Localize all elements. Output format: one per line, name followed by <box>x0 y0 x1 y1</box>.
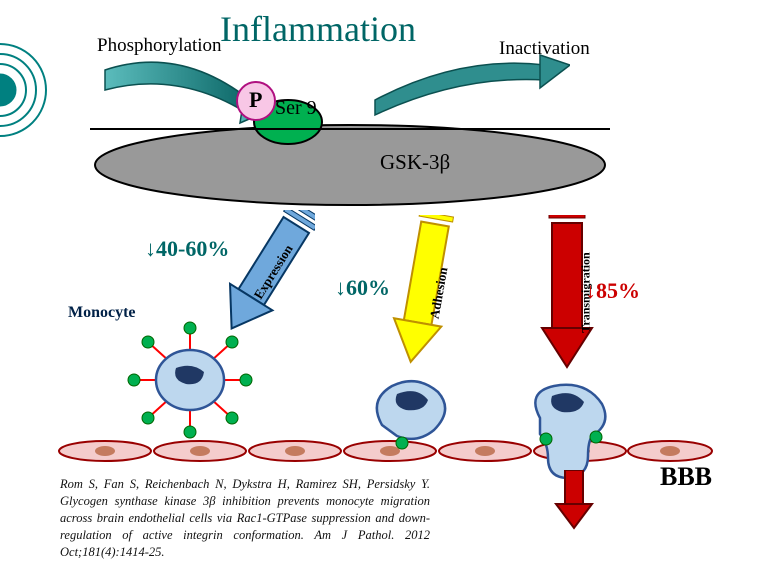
decor-icon <box>0 30 80 150</box>
page-title: Inflammation <box>220 8 416 50</box>
adhesion-pct: ↓60% <box>335 275 390 301</box>
inact-arrow-icon <box>370 50 570 120</box>
transmigration-pct: ↓85% <box>585 278 640 304</box>
gsk-label: GSK-3β <box>380 150 450 175</box>
divider-line <box>90 128 610 130</box>
p-label: P <box>249 87 262 113</box>
ser9-text: Ser 9 <box>275 97 317 119</box>
phosphorylation-label: Phosphorylation <box>97 35 222 57</box>
adhesion-arrow-icon <box>380 215 470 375</box>
expression-pct: ↓40-60% <box>145 236 229 262</box>
below-arrow-icon <box>548 470 598 530</box>
citation-text: Rom S, Fan S, Reichenbach N, Dykstra H, … <box>60 476 430 560</box>
ser9-label: Ser 9 <box>275 98 317 118</box>
bbb-label: BBB <box>660 462 712 492</box>
gsk-ellipse <box>90 115 610 215</box>
monocyte-cell-icon <box>120 310 260 450</box>
adhesion-cell-icon <box>362 370 462 460</box>
